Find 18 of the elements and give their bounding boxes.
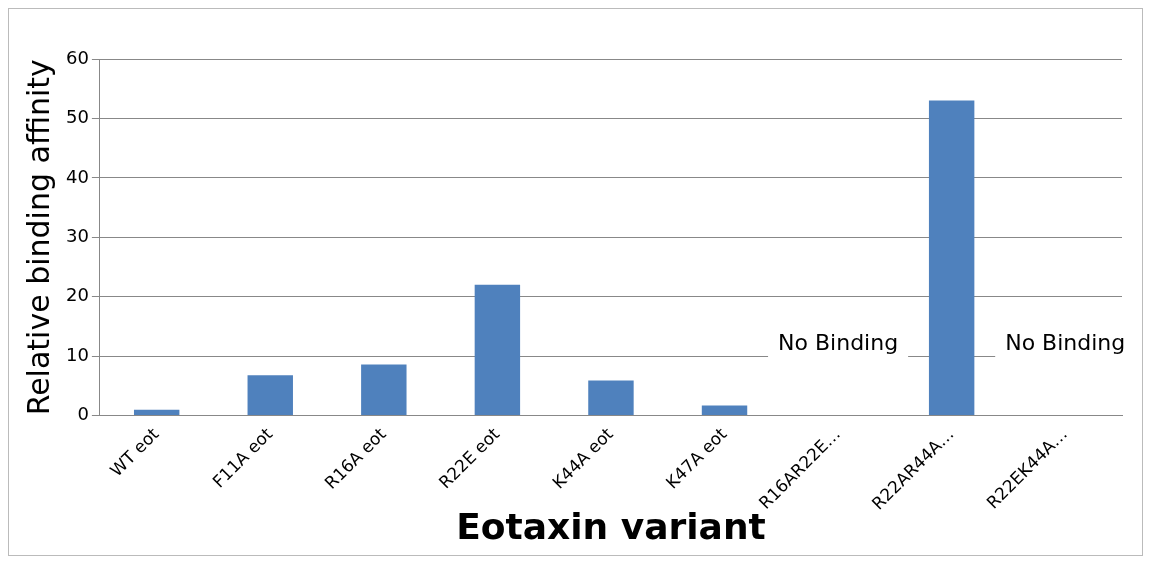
y-tick-label: 50 <box>66 106 89 128</box>
bar <box>361 364 407 416</box>
y-tick-label: 20 <box>66 284 89 306</box>
annotation: No Binding <box>778 330 899 356</box>
bar <box>474 284 521 416</box>
y-tick-label: 0 <box>77 403 89 425</box>
y-axis-title: Relative binding affinity <box>20 59 56 416</box>
bar <box>928 100 975 416</box>
y-tick-label: 60 <box>66 46 89 68</box>
y-tick-label: 10 <box>66 343 89 365</box>
bar <box>247 375 293 416</box>
bar <box>701 405 748 416</box>
y-tick-label: 30 <box>66 224 89 246</box>
y-tick-label: 40 <box>66 165 89 187</box>
bar <box>133 409 180 416</box>
x-tick-label: WT eot <box>105 423 163 481</box>
bar <box>588 380 634 416</box>
annotation: No Binding <box>1005 330 1126 356</box>
